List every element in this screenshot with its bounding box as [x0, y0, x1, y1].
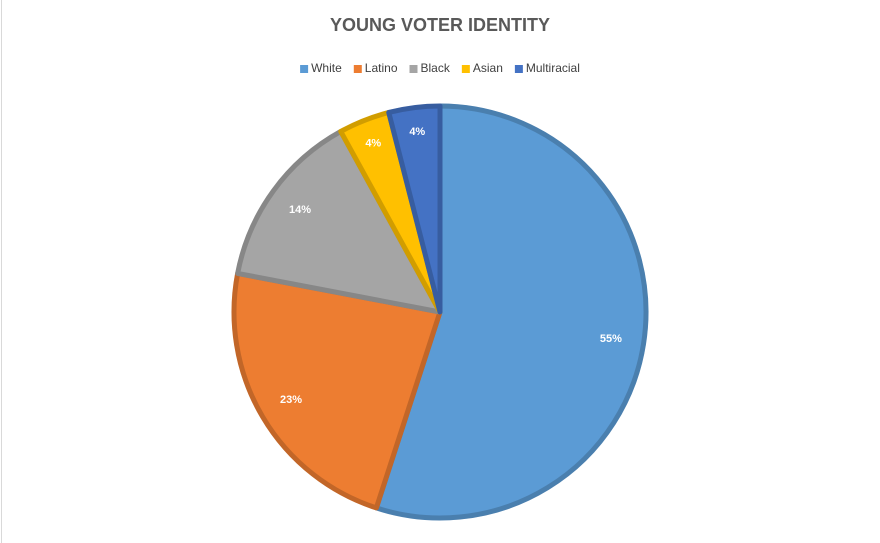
legend-label: White — [311, 61, 342, 75]
data-label: 4% — [365, 137, 381, 149]
pie-slice — [235, 128, 443, 315]
data-label: 14% — [289, 204, 311, 216]
pie: 55% 23% 14% 4% 4% — [231, 103, 649, 521]
legend-label: Multiracial — [526, 61, 580, 75]
slice-edge — [386, 103, 443, 315]
chart-title: YOUNG VOTER IDENTITY — [330, 15, 550, 35]
legend: White Latino Black Asian Multiracial — [300, 61, 580, 75]
slice-edge — [231, 270, 443, 511]
legend-swatch — [300, 65, 309, 73]
pie-slice — [386, 103, 443, 315]
pie-slice — [231, 270, 443, 511]
data-label: 4% — [409, 126, 425, 138]
legend-swatch — [353, 65, 362, 73]
pie-slice — [373, 103, 649, 521]
data-label: 23% — [280, 394, 302, 406]
data-label: 55% — [600, 333, 622, 345]
legend-swatch — [461, 65, 470, 73]
legend-label: Latino — [365, 61, 398, 75]
slice-edge — [373, 103, 649, 521]
legend-label: Asian — [473, 61, 503, 75]
slice-edge — [235, 128, 443, 315]
legend-swatch — [409, 65, 418, 73]
legend-swatch — [514, 65, 523, 73]
legend-label: Black — [421, 61, 451, 75]
